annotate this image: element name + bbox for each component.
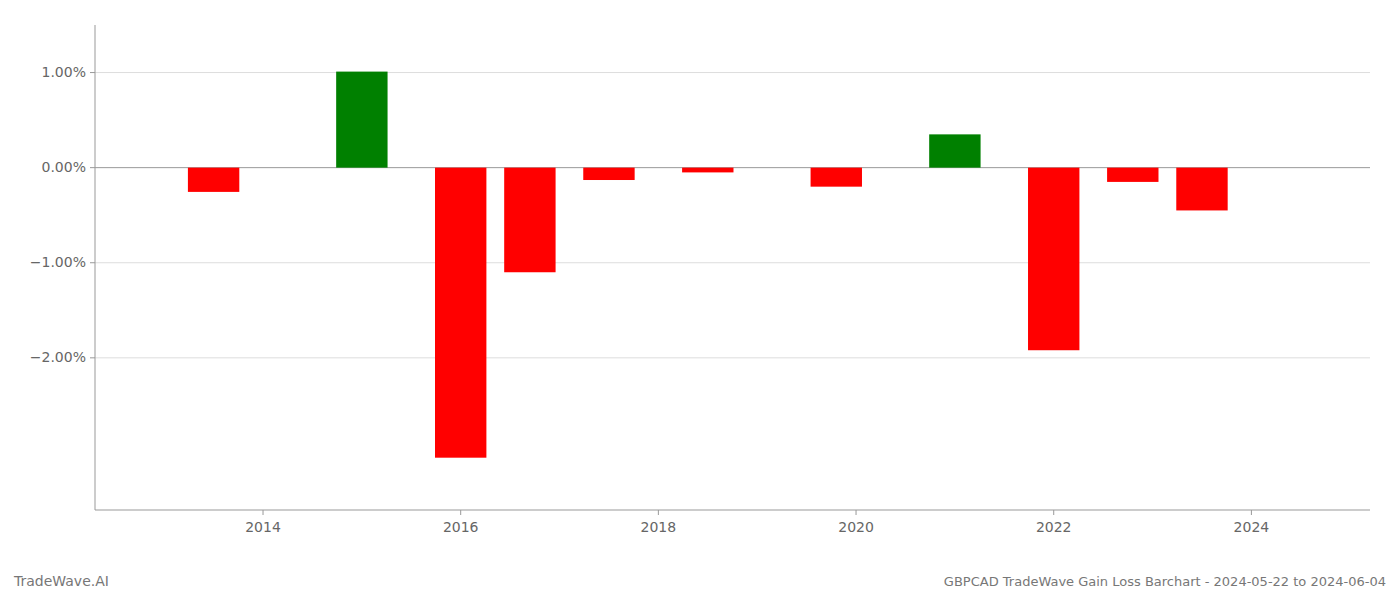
y-tick xyxy=(90,167,95,168)
watermark: TradeWave.AI xyxy=(13,573,109,589)
y-tick xyxy=(90,72,95,73)
bar xyxy=(1107,168,1158,182)
bar xyxy=(929,134,980,167)
bar xyxy=(504,168,555,273)
y-tick-label: 1.00% xyxy=(42,64,86,80)
y-axis-line xyxy=(95,25,96,510)
bar xyxy=(336,72,387,168)
chart-container: 1.00%0.00%−1.00%−2.00%201420162018202020… xyxy=(0,0,1400,600)
y-tick xyxy=(90,262,95,263)
x-tick-label: 2020 xyxy=(838,519,874,535)
bar xyxy=(583,168,634,180)
grid-line xyxy=(95,357,1370,358)
x-tick xyxy=(658,510,659,515)
x-tick xyxy=(1251,510,1252,515)
x-tick-label: 2016 xyxy=(443,519,479,535)
x-axis: 2014 2016 2018 2020 2022 2024 xyxy=(95,510,1370,535)
y-tick-label: 0.00% xyxy=(42,159,86,175)
x-tick-label: 2024 xyxy=(1234,519,1270,535)
grid-line xyxy=(95,72,1370,73)
bar xyxy=(188,168,239,192)
bars xyxy=(188,72,1228,458)
bar xyxy=(1028,168,1079,351)
y-tick-label: −1.00% xyxy=(30,254,86,270)
x-tick-label: 2014 xyxy=(245,519,281,535)
bar xyxy=(435,168,486,458)
bar xyxy=(1176,168,1227,211)
x-tick xyxy=(1053,510,1054,515)
chart-title: GBPCAD TradeWave Gain Loss Barchart - 20… xyxy=(944,574,1386,589)
x-tick xyxy=(460,510,461,515)
y-axis: 1.00% 0.00% −1.00% −2.00% xyxy=(30,25,95,510)
y-tick xyxy=(90,357,95,358)
x-axis-line xyxy=(95,510,1370,511)
grid xyxy=(95,73,1370,358)
x-tick-label: 2022 xyxy=(1036,519,1072,535)
y-tick-label: −2.00% xyxy=(30,349,86,365)
x-tick xyxy=(263,510,264,515)
chart-svg: 1.00%0.00%−1.00%−2.00%201420162018202020… xyxy=(0,0,1400,600)
bar xyxy=(682,168,733,173)
x-tick-label: 2018 xyxy=(641,519,677,535)
grid-line xyxy=(95,262,1370,263)
x-tick xyxy=(856,510,857,515)
bar xyxy=(811,168,862,187)
